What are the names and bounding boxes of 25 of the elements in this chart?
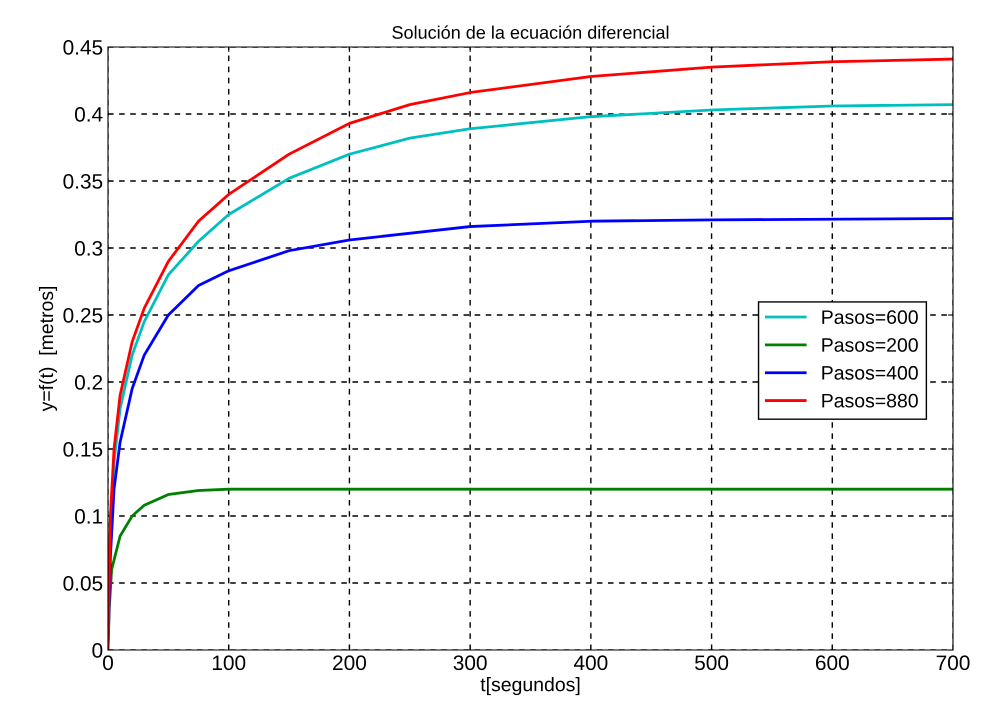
legend-label: Pasos=600	[822, 310, 918, 324]
x-tick-label: 0	[103, 655, 113, 670]
x-tick-label: 500	[695, 655, 728, 670]
y-tick-label: 0.45	[63, 40, 102, 55]
y-tick-label: 0	[92, 643, 102, 658]
x-tick-label: 100	[212, 655, 246, 670]
x-tick-label: 400	[574, 655, 608, 670]
legend-label: Pasos=880	[822, 394, 918, 408]
y-tick-label: 0.2	[74, 375, 102, 390]
y-tick-label: 0.25	[63, 308, 102, 323]
y-tick-label: 0.1	[74, 509, 102, 524]
x-tick-label: 200	[333, 655, 366, 670]
x-tick-label: 600	[816, 655, 849, 670]
legend-label: Pasos=200	[822, 338, 918, 352]
y-tick-label: 0.35	[63, 174, 102, 189]
legend-label: Pasos=400	[822, 366, 918, 380]
chart-title: Solución de la ecuación diferencial	[392, 25, 668, 39]
x-axis-title: t[segundos]	[480, 677, 580, 696]
y-axis-title: y=f(t) [metros]	[38, 286, 58, 412]
y-tick-label: 0.3	[74, 241, 102, 256]
y-tick-label: 0.4	[74, 107, 103, 122]
y-tick-label: 0.05	[63, 576, 102, 591]
y-tick-label: 0.15	[63, 442, 102, 457]
x-tick-label: 300	[454, 655, 487, 670]
x-tick-label: 700	[936, 655, 970, 670]
